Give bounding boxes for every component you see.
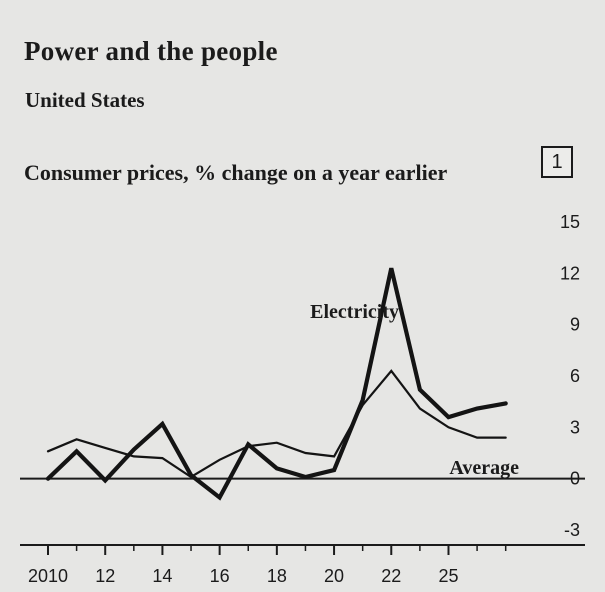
y-tick-label: 3 — [570, 417, 580, 437]
x-tick-label: 2010 — [28, 566, 68, 586]
x-tick-label: 22 — [381, 566, 401, 586]
x-tick-label: 25 — [438, 566, 458, 586]
series-label-electricity: Electricity — [310, 301, 399, 323]
x-tick-label: 18 — [267, 566, 287, 586]
x-tick-label: 20 — [324, 566, 344, 586]
y-tick-label: 15 — [560, 212, 580, 232]
series-labels: Electricity Average — [310, 301, 519, 479]
y-tick-label: 9 — [570, 315, 580, 335]
chart-title: Power and the people — [24, 36, 278, 66]
y-tick-label: 6 — [570, 366, 580, 386]
chart-subtitle: United States — [25, 88, 145, 112]
y-tick-label: -3 — [564, 520, 580, 540]
series-line-electricity — [45, 267, 508, 501]
x-tick-label: 16 — [210, 566, 230, 586]
x-tick-label: 14 — [152, 566, 172, 586]
series-label-average: Average — [449, 457, 519, 479]
y-tick-label: 12 — [560, 263, 580, 283]
x-axis: 2010 12 14 16 18 20 22 25 — [20, 544, 585, 586]
chart-number-badge: 1 — [541, 146, 573, 178]
chart-measure-label: Consumer prices, % change on a year earl… — [24, 160, 448, 185]
series-line-average — [46, 369, 507, 479]
x-tick-label: 12 — [95, 566, 115, 586]
series-lines — [45, 267, 508, 501]
